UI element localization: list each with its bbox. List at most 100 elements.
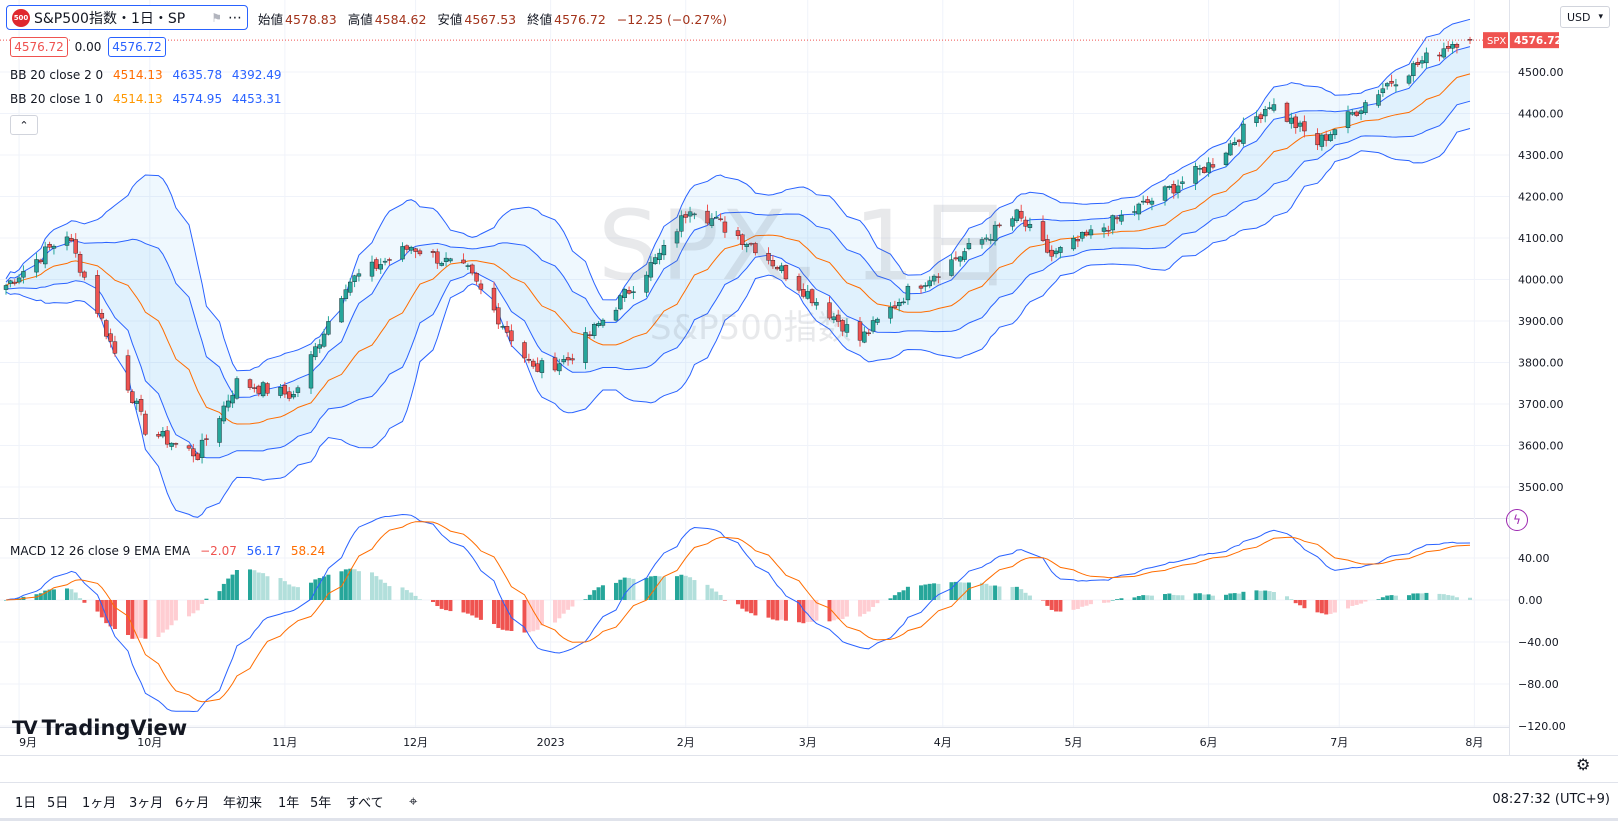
macd-hist-bar (1041, 600, 1045, 601)
candle-body (16, 277, 22, 283)
bb2-legend[interactable]: BB 20 close 2 0 4514.13 4635.78 4392.49 (10, 68, 288, 82)
macd-hist-bar (187, 600, 191, 617)
range-1d[interactable]: 1日 (15, 796, 37, 811)
clock-readout[interactable]: 08:27:32 (UTC+9) (1492, 792, 1610, 807)
more-icon[interactable]: ⋯ (228, 9, 242, 26)
macd-hist-bar (492, 600, 496, 625)
candle-body (626, 290, 632, 294)
candle-body (282, 385, 288, 395)
candle-body (413, 248, 418, 252)
candle-body (313, 346, 318, 358)
macd-hist-bar (38, 593, 43, 600)
macd-hist-bar (1058, 600, 1063, 612)
candle-body (1171, 183, 1176, 194)
flag-icon[interactable]: ⚑ (211, 10, 222, 25)
buy-price-button[interactable]: 4576.72 (108, 37, 166, 57)
tradingview-logo[interactable]: 𝗧𝗩 TradingView (12, 716, 187, 740)
range-5y[interactable]: 5年 (310, 796, 332, 811)
range-3m[interactable]: 3ヶ月 (129, 796, 164, 811)
macd-hist-bar (923, 584, 928, 600)
bb2-upper: 4635.78 (172, 68, 223, 82)
candle-body (1315, 133, 1320, 146)
macd-hist-bar (1328, 600, 1333, 614)
symbol-search[interactable]: 500 S&P500指数・1日・SP ⚑ ⋯ (6, 5, 248, 30)
macd-hist-bar (295, 587, 300, 600)
symbol-logo: 500 (12, 8, 30, 27)
macd-hist-bar (675, 576, 679, 600)
candle-body (287, 391, 292, 399)
candle-body (348, 281, 353, 293)
candle-body (448, 258, 453, 262)
macd-hist-bar (875, 600, 880, 604)
candle-body (369, 261, 375, 277)
lightning-icon[interactable]: ϟ (1506, 509, 1528, 531)
price-tick-label: 3800.00 (1518, 357, 1564, 370)
macd-hist-bar (370, 572, 374, 600)
collapse-legend-button[interactable]: ⌃ (10, 115, 38, 135)
candle-body (3, 285, 9, 290)
candle-body (382, 260, 388, 263)
range-all[interactable]: すべて (346, 796, 384, 811)
price-tick-label: 3900.00 (1518, 315, 1564, 328)
macd-hist-bar (531, 600, 536, 632)
candle-body (1228, 143, 1233, 156)
range-1m[interactable]: 1ヶ月 (82, 796, 117, 811)
chevron-down-icon: ▾ (1598, 12, 1604, 22)
macd-hist-bar (1149, 595, 1154, 600)
candle-body (1363, 102, 1368, 114)
gear-icon[interactable]: ⚙ (1576, 755, 1591, 774)
macd-hist-bar (173, 600, 178, 621)
time-tick-label: 12月 (403, 736, 428, 749)
macd-hist-bar (657, 576, 662, 600)
candle-body (1302, 121, 1307, 132)
candle-body (870, 320, 876, 332)
macd-hist-bar (1014, 586, 1019, 600)
macd-hist-bar (1119, 598, 1124, 600)
macd-hist-bar (1110, 599, 1115, 601)
macd-hist-bar (1315, 600, 1320, 613)
macd-hist-bar (409, 592, 414, 600)
candle-body (21, 271, 26, 278)
candle-body (814, 302, 819, 306)
candle-body (1446, 46, 1451, 49)
range-1y[interactable]: 1年 (278, 796, 300, 811)
macd-hist-bar (1141, 595, 1146, 600)
macd-hist-bar (200, 600, 205, 604)
candle-body (134, 400, 139, 404)
candle-body (1162, 186, 1168, 201)
candle-body (1114, 217, 1120, 220)
macd-hist-bar (226, 578, 231, 600)
macd-hist-bar (919, 585, 923, 600)
candle-body (888, 306, 893, 319)
close-value: 4576.72 (554, 12, 606, 27)
range-5d[interactable]: 5日 (47, 796, 69, 811)
macd-hist-bar (126, 600, 130, 636)
macd-hist-bar (936, 583, 941, 600)
macd-hist-bar (95, 600, 100, 612)
candle-body (143, 413, 148, 435)
bb1-legend[interactable]: BB 20 close 1 0 4514.13 4574.95 4453.31 (10, 92, 288, 106)
macd-hist-bar (169, 600, 174, 626)
candle-body (1393, 84, 1399, 87)
tv-mark-icon: 𝗧𝗩 (12, 717, 38, 739)
date-range-icon[interactable]: ⌖ (409, 792, 418, 810)
range-6m[interactable]: 6ヶ月 (175, 796, 210, 811)
currency-button[interactable]: USD ▾ (1560, 6, 1610, 28)
macd-hist-bar (1420, 593, 1425, 600)
macd-tick-label: −80.00 (1518, 678, 1559, 691)
macd-hist-bar (1271, 592, 1276, 600)
macd-hist-bar (705, 584, 710, 600)
sell-price-button[interactable]: 4576.72 (10, 37, 68, 57)
macd-hist-bar (836, 600, 841, 620)
macd-hist-bar (1254, 590, 1259, 600)
last-price-tag-label: 4576.72 (1514, 35, 1562, 47)
macd-hist-bar (688, 577, 693, 600)
bb2-upper-line (5, 18, 1471, 372)
macd-hist-bar (1115, 599, 1120, 600)
candle-body (596, 323, 601, 326)
macd-hist-bar (1450, 595, 1455, 600)
candle-body (69, 237, 74, 241)
range-ytd[interactable]: 年初来 (223, 796, 263, 811)
macd-legend[interactable]: MACD 12 26 close 9 EMA EMA −2.07 56.17 5… (10, 544, 331, 558)
